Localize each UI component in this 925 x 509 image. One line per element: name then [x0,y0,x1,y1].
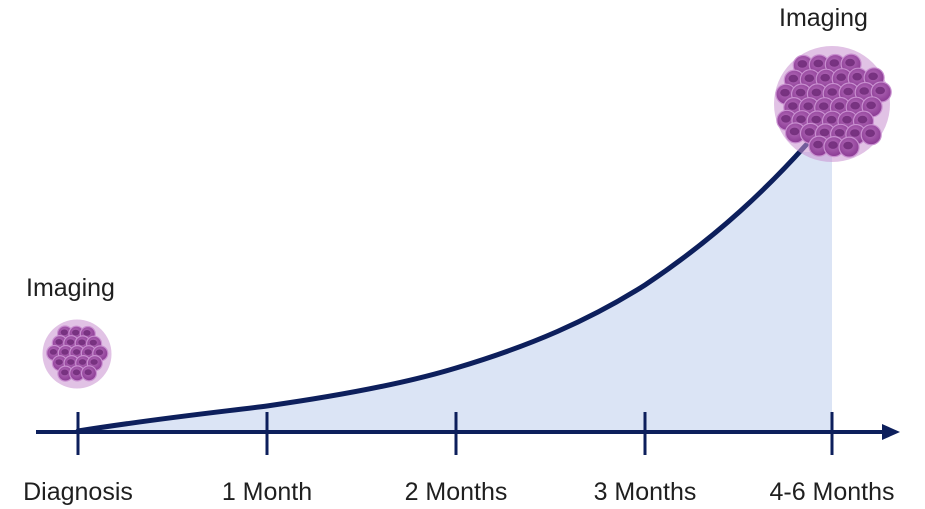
cell-nucleus [83,330,91,336]
cell-nucleus [868,72,878,81]
cell-nucleus [828,141,838,149]
cell-nucleus [826,115,837,124]
cell-nucleus [60,329,68,336]
cell-nucleus [73,349,81,355]
cell-nucleus [90,359,98,365]
cell-nucleus [84,369,92,376]
cell-nucleus [836,73,846,81]
cell-nucleus [781,115,791,123]
cell-nucleus [827,88,837,96]
cell-nucleus [875,86,885,95]
cell-nucleus [829,59,840,67]
tick-label-2-months: 2 Months [404,478,508,506]
cell-nucleus [804,74,815,82]
cell-nucleus [850,129,860,137]
cell-nucleus [843,141,853,150]
cell-nucleus [66,339,75,345]
small-tumor-icon [42,319,112,389]
cell-nucleus [852,72,862,81]
tick-label-diagnosis: Diagnosis [23,478,133,506]
cell-nucleus [819,128,830,137]
cell-nucleus [813,140,823,149]
cell-nucleus [820,73,830,82]
cell-nucleus [788,102,798,110]
cell-nucleus [789,127,800,136]
imaging-label-end: Imaging [779,4,868,32]
cell-nucleus [95,349,104,356]
imaging-label-start: Imaging [26,274,115,302]
cell-nucleus [866,101,876,110]
cell-nucleus [813,59,824,68]
tick-label-4-6-months: 4-6 Months [769,478,895,506]
growth-area [78,152,832,431]
cell-nucleus [89,339,97,346]
cell-nucleus [842,115,852,124]
cell-nucleus [834,102,845,110]
cell-nucleus [78,359,87,365]
cell-nucleus [84,349,92,355]
cell-nucleus [845,58,855,67]
cell-nucleus [803,102,813,110]
cell-nucleus [804,128,815,136]
cell-nucleus [55,359,63,365]
cell-nucleus [61,349,69,355]
cell-nucleus [811,115,821,124]
cell-nucleus [61,369,69,376]
tick-label-1-month: 1 Month [221,478,313,506]
growth-curve [75,142,809,434]
timeline-arrowhead [882,424,900,440]
cell-nucleus [797,60,808,68]
cell-nucleus [857,115,868,124]
tick-label-3-months: 3 Months [593,478,697,506]
cell-nucleus [49,349,58,355]
cell-nucleus [865,129,875,137]
cell-nucleus [850,101,860,110]
cell-nucleus [834,129,845,137]
cell-nucleus [780,88,790,97]
timeline-ticks [76,412,834,455]
cell-nucleus [795,88,806,97]
cell-nucleus [78,339,86,346]
cell-nucleus [788,74,799,83]
cell-nucleus [72,369,81,376]
cell-nucleus [796,115,806,123]
cell-nucleus [843,87,853,96]
cell-nucleus [811,88,822,97]
cell-nucleus [818,102,829,110]
cell-nucleus [55,339,63,345]
cell-nucleus [67,359,75,365]
cell-nucleus [72,329,80,336]
cell-nucleus [859,87,869,95]
large-tumor-icon [774,46,892,162]
